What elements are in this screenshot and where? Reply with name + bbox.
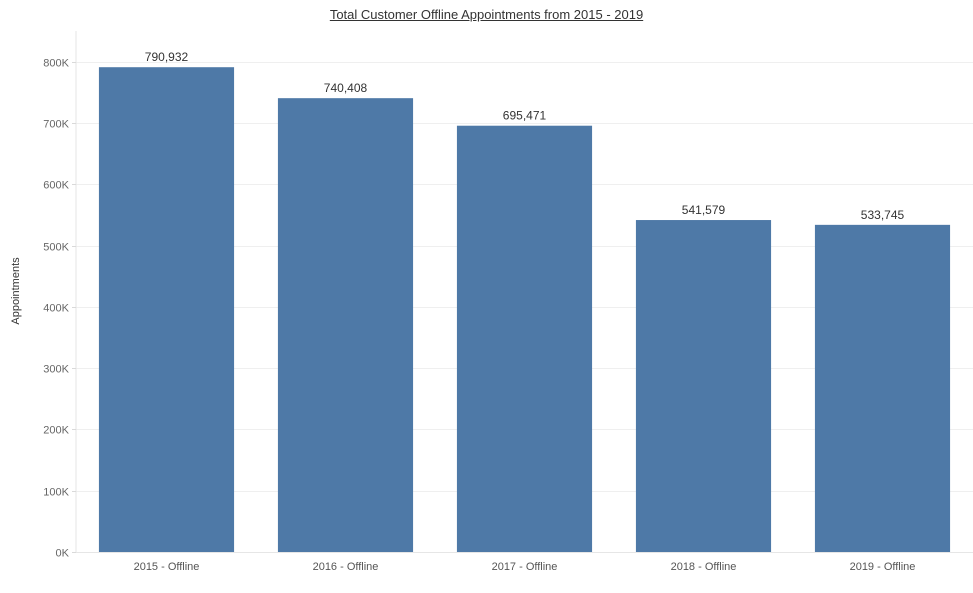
axes: 0K 100K 200K 300K 400K 500K 600K 700K 800K [43,31,973,560]
x-tick-label: 2017 - Offline [492,561,558,573]
y-tick-label: 500K [43,242,69,254]
bar-value-label: 533,745 [861,208,905,222]
y-tick-label: 200K [43,425,69,437]
y-tick-label: 0K [56,548,70,560]
bar [98,67,235,553]
x-tick-label: 2018 - Offline [671,561,737,573]
x-tick-label: 2015 - Offline [134,561,200,573]
bars [98,67,951,553]
y-tick-label: 600K [43,180,69,192]
y-tick-label: 800K [43,58,69,70]
bar-value-label: 790,932 [145,50,189,64]
bar [456,125,593,552]
x-tick-label: 2019 - Offline [850,561,916,573]
y-tick-label: 700K [43,119,69,131]
x-tick-label: 2016 - Offline [313,561,379,573]
chart-title: Total Customer Offline Appointments from… [329,7,644,22]
bar-value-label: 740,408 [324,81,368,95]
bar-value-label: 541,579 [682,203,726,217]
bar [814,224,951,553]
data-labels: 790,932 2015 - Offline 740,408 2016 - Offli… [134,50,916,573]
y-tick-label: 300K [43,364,69,376]
y-tick-label: 400K [43,303,69,315]
y-tick-label: 100K [43,487,69,499]
bar [635,220,772,552]
bar [277,98,414,552]
bar-value-label: 695,471 [503,109,547,123]
